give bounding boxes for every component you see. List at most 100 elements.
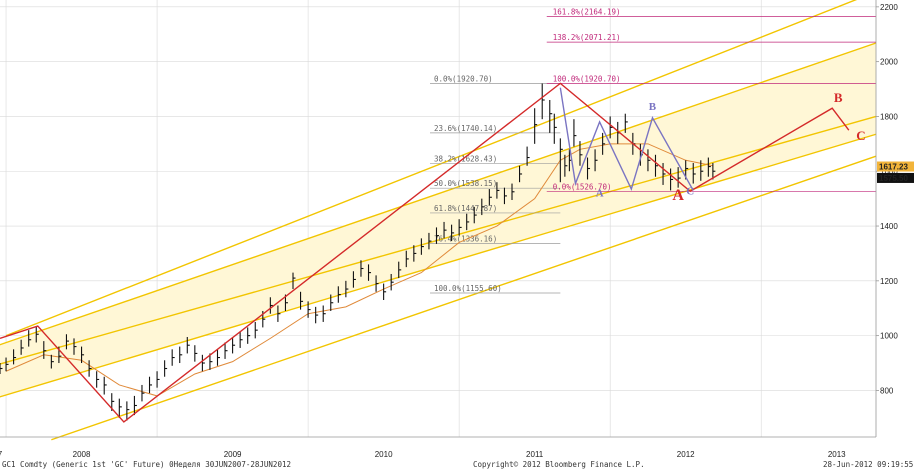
fib-extension-label: 100.0%(1920.70) — [553, 74, 621, 83]
footer-timestamp: 28-Jun-2012 09:19:55 — [823, 460, 913, 469]
y-axis: 800 1000 1200 1400 1600 1800 2000 2200 — [875, 0, 898, 437]
price-bar — [451, 224, 455, 242]
abc-pattern-line — [559, 87, 694, 192]
price-bar — [367, 264, 372, 281]
price-bar — [534, 108, 538, 144]
price-bar — [692, 163, 696, 184]
price-bar — [390, 273, 394, 291]
price-bar — [88, 360, 92, 377]
fib-extension-label: 161.8%(2164.19) — [553, 8, 621, 17]
fibonacci-levels: 0.0%(1920.70) 23.6%(1740.14) 38.2%(1628.43… — [430, 8, 876, 294]
y-tick-label: 1200 — [880, 277, 898, 286]
price-bar — [96, 371, 100, 388]
price-bar — [553, 113, 557, 144]
wave-label: B — [834, 90, 843, 105]
price-bar — [164, 360, 168, 377]
price-bar — [707, 157, 711, 177]
channel-fill — [0, 43, 876, 397]
fib-retracement-label: 38.2%(1628.43) — [434, 154, 497, 163]
fib-extension-label: 0.0%(1526.70) — [553, 182, 612, 191]
x-tick-label: 2008 — [73, 450, 91, 459]
y-tick-label: 1400 — [880, 222, 898, 231]
price-tag-label: 1575.50 — [879, 174, 908, 183]
wave-label: A — [672, 187, 684, 204]
price-bar — [133, 395, 137, 416]
price-bar — [564, 154, 568, 177]
footer: GC1 Comdty (Generic 1st 'GC' Future) 0Не… — [2, 460, 913, 469]
price-bar — [50, 354, 54, 369]
price-bar — [43, 341, 47, 359]
price-bar — [511, 183, 515, 201]
price-bar — [428, 232, 432, 250]
price-bar — [481, 198, 485, 216]
price-bar — [315, 306, 319, 324]
price-bar — [103, 376, 107, 395]
price-bar — [496, 182, 500, 199]
x-axis: 7 2008 2009 2010 2011 2012 2013 — [0, 436, 876, 459]
price-bar — [662, 163, 666, 185]
wave-label: C — [856, 128, 865, 143]
price-bar — [586, 157, 591, 180]
fib-retracement-label: 61.8%(1447.87) — [434, 204, 497, 213]
price-bar — [624, 113, 628, 133]
price-bar — [647, 149, 651, 172]
price-bar — [179, 346, 183, 364]
zigzag-lines — [0, 82, 850, 423]
price-bar — [526, 146, 530, 166]
price-bar — [413, 245, 417, 262]
price-bar — [352, 271, 356, 288]
price-bar — [337, 286, 341, 303]
channel-line-center — [0, 115, 877, 365]
price-tag-box — [877, 172, 914, 183]
price-bar — [503, 187, 507, 205]
price-bar — [277, 305, 281, 322]
price-bar — [28, 330, 32, 347]
y-tick-label: 1600 — [880, 167, 898, 176]
price-bar — [171, 349, 175, 366]
price-tags: 1617.23 1575.50 — [877, 161, 914, 183]
fib-extension-label: 138.2%(2071.21) — [553, 33, 621, 42]
price-bar — [345, 280, 349, 298]
footer-security: GC1 Comdty (Generic 1st 'GC' Future) 0Не… — [2, 460, 291, 469]
price-bar — [300, 291, 304, 310]
price-bar — [654, 154, 658, 177]
price-bar — [700, 160, 704, 181]
price-bar — [398, 261, 402, 279]
trend-channels — [0, 0, 877, 441]
price-bar — [670, 168, 674, 191]
price-bar — [549, 100, 553, 133]
y-tick-label: 2000 — [880, 58, 898, 67]
x-tick-label: 2013 — [828, 450, 846, 459]
price-bar — [405, 250, 409, 268]
price-bar — [330, 294, 334, 311]
price-bar — [141, 384, 145, 402]
wave-label: B — [649, 101, 657, 113]
price-tag-box — [877, 161, 914, 172]
fib-retracement-label: 100.0%(1155.60) — [434, 284, 502, 293]
channel-line-lower-outer — [51, 155, 877, 441]
price-bar — [13, 349, 17, 365]
price-bar — [247, 327, 251, 344]
fib-retracement-label: 23.6%(1740.14) — [434, 124, 497, 133]
price-bar — [602, 132, 606, 155]
price-bar — [473, 206, 477, 224]
price-bar — [488, 189, 492, 206]
price-bar — [322, 305, 326, 322]
fib-retracement-label: 50.0%(1538.15) — [434, 179, 497, 188]
price-bar — [269, 297, 273, 314]
y-tick-label: 1000 — [880, 332, 898, 341]
wave-label: A — [596, 187, 604, 199]
x-tick-label: 2009 — [224, 450, 242, 459]
price-bar — [573, 119, 577, 147]
price-bar — [519, 165, 523, 183]
price-bar — [186, 336, 190, 354]
wave-zigzag-line — [0, 82, 850, 423]
price-bar — [360, 260, 364, 277]
price-bar — [458, 219, 462, 236]
price-bar — [254, 321, 258, 339]
price-bar — [148, 376, 153, 394]
price-bar — [375, 275, 379, 292]
price-bar — [435, 227, 439, 244]
